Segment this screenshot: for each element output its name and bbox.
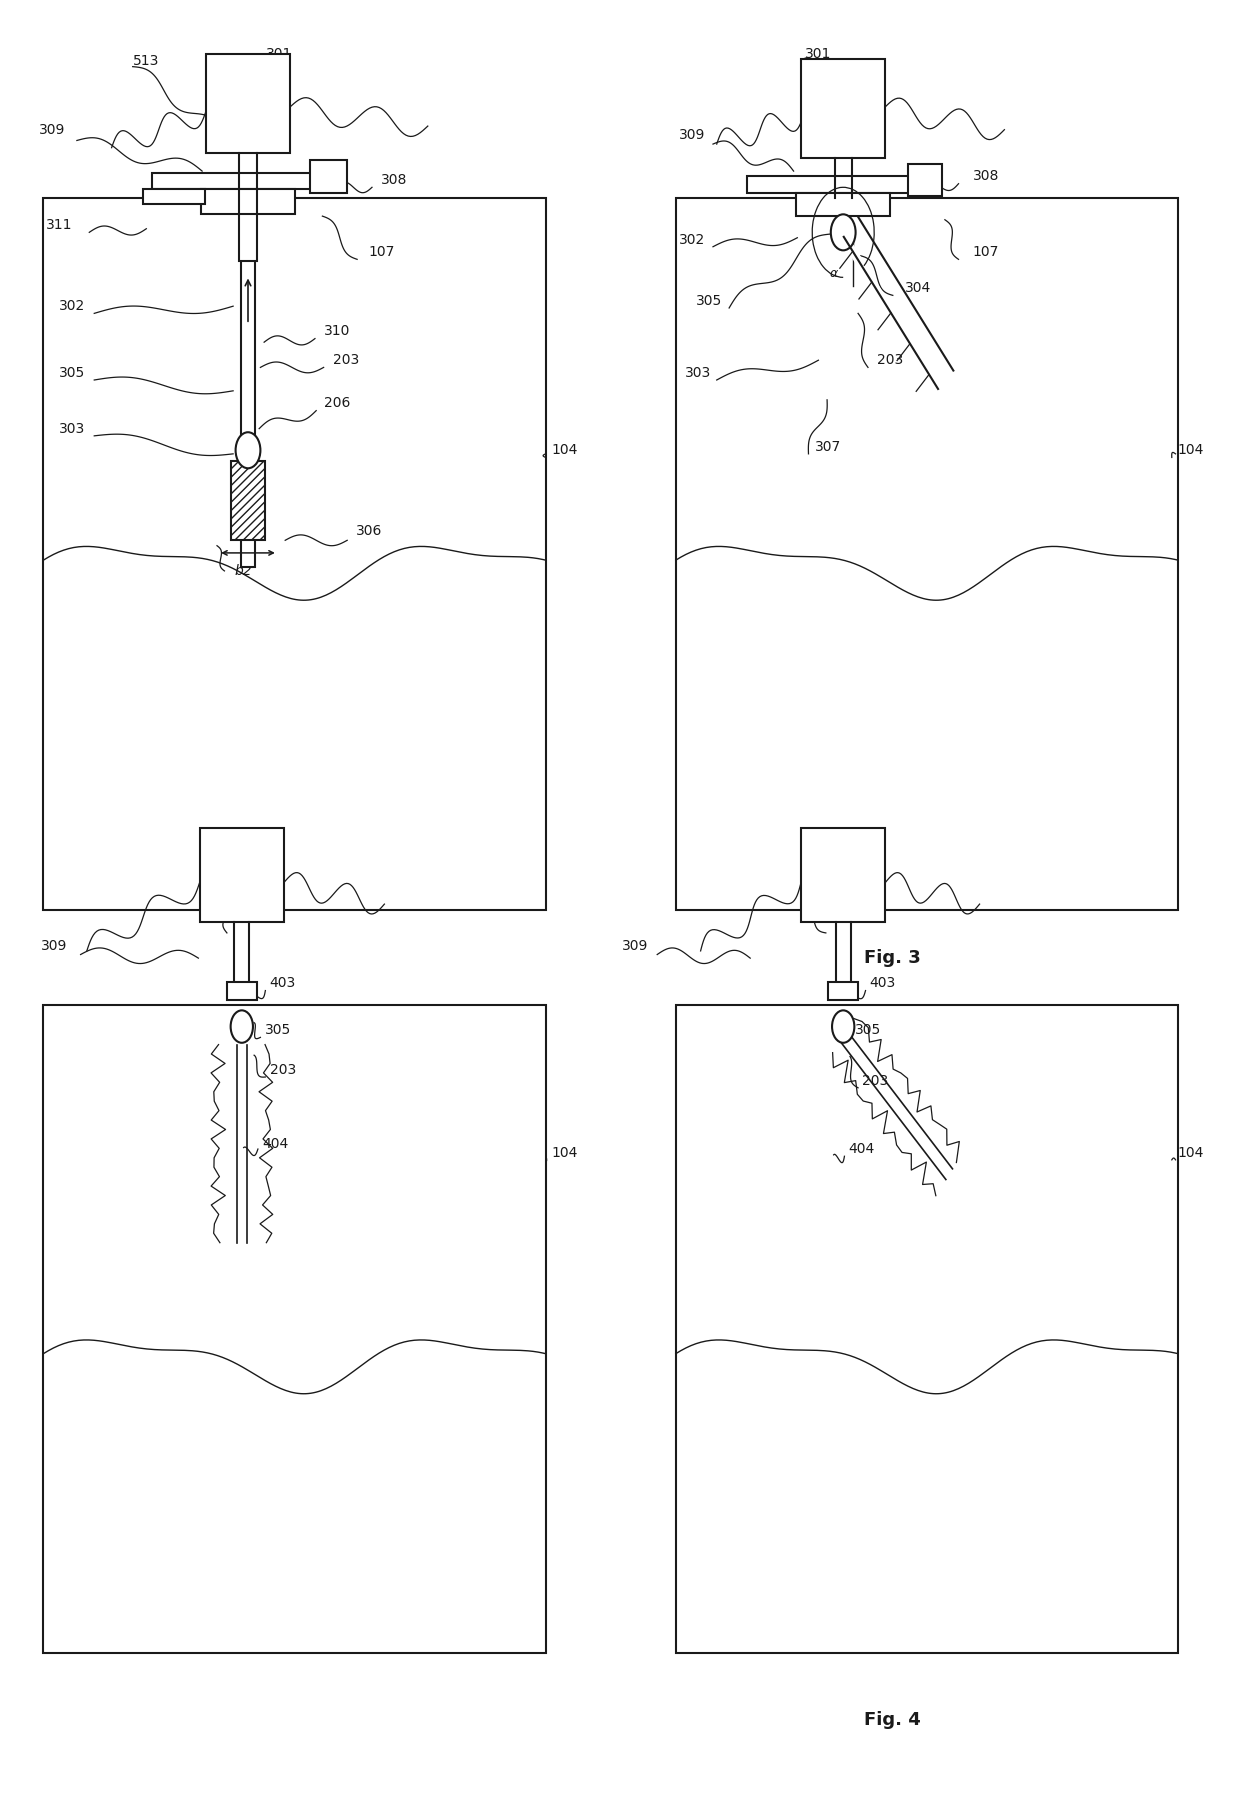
Text: 308: 308 <box>381 173 408 187</box>
Text: 309: 309 <box>38 122 66 137</box>
Text: 303: 303 <box>684 366 712 380</box>
Bar <box>151 173 345 189</box>
Bar <box>676 1005 1178 1653</box>
Text: 107: 107 <box>972 245 999 259</box>
Text: 305: 305 <box>264 1023 291 1037</box>
Text: 104: 104 <box>551 443 578 457</box>
Text: 309: 309 <box>41 938 68 953</box>
Text: 404: 404 <box>262 1136 289 1151</box>
Polygon shape <box>43 1340 546 1653</box>
Circle shape <box>831 214 856 250</box>
Text: 308: 308 <box>972 169 999 184</box>
Bar <box>908 164 942 196</box>
Text: 301: 301 <box>802 890 830 904</box>
Text: 301: 301 <box>227 890 254 904</box>
Text: Fig. 3: Fig. 3 <box>864 949 921 967</box>
Text: 301: 301 <box>805 47 832 61</box>
Text: 309: 309 <box>678 128 706 142</box>
Text: 301: 301 <box>265 47 293 61</box>
Bar <box>801 59 885 158</box>
Circle shape <box>236 432 260 468</box>
Text: 104: 104 <box>1177 1145 1204 1160</box>
Polygon shape <box>676 546 1178 910</box>
Text: 304: 304 <box>904 281 931 295</box>
Bar <box>310 160 347 193</box>
Bar <box>43 198 546 910</box>
Bar <box>676 198 1178 910</box>
Text: 302: 302 <box>58 299 86 313</box>
Text: 104: 104 <box>1177 443 1204 457</box>
Bar <box>828 982 858 1000</box>
Circle shape <box>832 1010 854 1043</box>
Text: 203: 203 <box>877 353 904 367</box>
Text: Fig. 4: Fig. 4 <box>864 1711 921 1729</box>
Text: 104: 104 <box>551 1145 578 1160</box>
Bar <box>200 828 284 922</box>
Text: 203: 203 <box>862 1073 889 1088</box>
Text: 404: 404 <box>848 1142 875 1156</box>
Bar <box>231 461 265 540</box>
Text: 203: 203 <box>332 353 360 367</box>
Text: 309: 309 <box>621 938 649 953</box>
Text: 311: 311 <box>46 218 73 232</box>
Text: 307: 307 <box>815 439 842 454</box>
Text: 306: 306 <box>356 524 383 538</box>
Bar <box>201 189 295 214</box>
Text: 403: 403 <box>269 976 296 991</box>
Circle shape <box>231 1010 253 1043</box>
Bar <box>801 828 885 922</box>
Bar <box>143 189 205 204</box>
Text: 203: 203 <box>269 1063 296 1077</box>
Text: α: α <box>830 267 837 281</box>
Text: 206: 206 <box>324 396 351 411</box>
Text: 107: 107 <box>368 245 396 259</box>
Bar <box>227 982 257 1000</box>
Text: 303: 303 <box>58 421 86 436</box>
Bar <box>796 193 890 216</box>
Text: 310: 310 <box>324 324 351 339</box>
Bar <box>746 176 940 193</box>
Text: 513: 513 <box>133 54 160 68</box>
Text: 305: 305 <box>854 1023 882 1037</box>
Bar <box>206 54 290 153</box>
Polygon shape <box>676 1340 1178 1653</box>
Text: b2: b2 <box>234 564 252 578</box>
Text: 403: 403 <box>869 976 897 991</box>
Bar <box>43 1005 546 1653</box>
Text: 305: 305 <box>696 294 723 308</box>
Text: 305: 305 <box>58 366 86 380</box>
Text: 302: 302 <box>678 232 706 247</box>
Bar <box>241 261 255 567</box>
Polygon shape <box>43 546 546 910</box>
